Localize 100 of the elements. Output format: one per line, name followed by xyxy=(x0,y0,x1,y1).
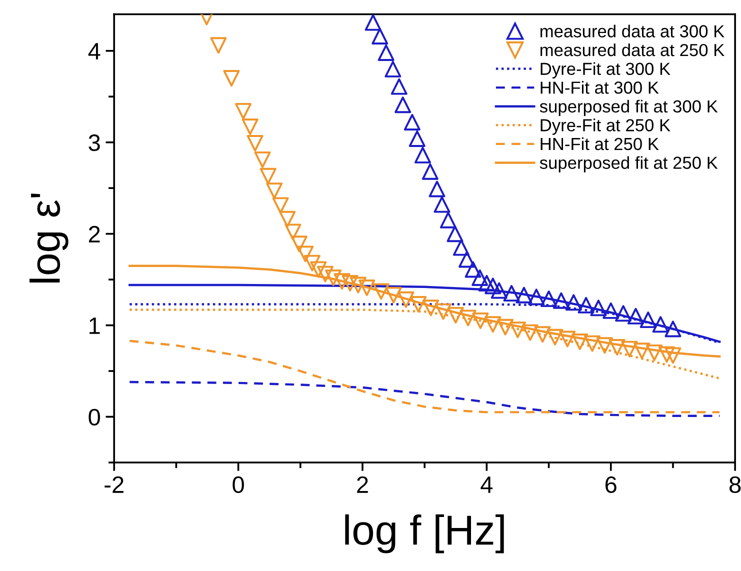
point xyxy=(509,322,526,338)
x-tick-label: 8 xyxy=(730,476,741,494)
point xyxy=(664,320,682,338)
point xyxy=(464,261,482,278)
y-tick-label: 4 xyxy=(88,43,100,60)
point xyxy=(434,196,450,213)
point xyxy=(210,37,227,54)
point xyxy=(404,114,420,130)
point xyxy=(422,300,440,316)
point xyxy=(522,324,538,341)
point xyxy=(394,96,412,114)
point xyxy=(658,346,676,363)
point xyxy=(428,180,446,198)
point xyxy=(254,151,271,168)
point xyxy=(572,334,588,350)
point xyxy=(627,308,644,324)
point xyxy=(372,28,388,44)
legend-label: Dyre-Fit at 250 K xyxy=(540,118,670,135)
point xyxy=(615,305,632,322)
point xyxy=(458,251,476,268)
y-tick-label: 3 xyxy=(88,134,100,152)
legend-label: superposed fit at 250 K xyxy=(540,156,718,172)
point xyxy=(652,316,669,333)
point xyxy=(503,285,520,302)
point xyxy=(385,286,402,304)
point xyxy=(284,224,302,240)
y-tick-label: 1 xyxy=(90,318,100,334)
x-tick-label: 6 xyxy=(606,476,616,494)
point xyxy=(310,261,327,278)
point xyxy=(342,274,358,292)
x-tick-label: 4 xyxy=(480,476,493,493)
point xyxy=(350,276,366,294)
y-tick-label: 0 xyxy=(88,408,100,426)
point xyxy=(304,254,320,272)
point xyxy=(664,347,682,364)
point xyxy=(490,282,508,299)
point xyxy=(422,163,438,180)
point xyxy=(460,310,476,326)
point xyxy=(316,266,334,282)
point xyxy=(358,280,376,296)
point xyxy=(279,210,296,228)
point xyxy=(266,182,283,200)
point xyxy=(334,273,350,290)
point xyxy=(472,312,489,329)
line-series xyxy=(128,340,721,414)
line-series xyxy=(128,380,721,417)
point xyxy=(608,338,626,356)
point xyxy=(440,212,456,228)
point xyxy=(578,296,594,314)
legend-label: measured data at 300 K xyxy=(540,24,724,38)
point xyxy=(478,274,495,292)
point xyxy=(260,168,276,184)
point xyxy=(447,306,464,324)
point xyxy=(540,290,558,308)
point xyxy=(398,291,414,308)
point xyxy=(414,146,431,164)
point xyxy=(384,60,402,78)
y-axis-title: log ε' xyxy=(30,194,68,282)
point xyxy=(472,269,488,286)
point xyxy=(497,318,514,336)
point xyxy=(235,102,252,120)
point xyxy=(646,344,663,361)
point xyxy=(378,44,394,61)
point xyxy=(246,135,264,152)
point xyxy=(640,312,656,328)
legend-label: measured data at 250 K xyxy=(540,43,724,56)
point xyxy=(596,337,613,354)
point xyxy=(528,288,545,306)
point xyxy=(634,342,650,360)
point xyxy=(297,246,314,262)
point xyxy=(325,269,342,286)
legend-label: superposed fit at 300 K xyxy=(540,100,718,116)
x-tick-label: 2 xyxy=(357,476,368,493)
point xyxy=(242,118,258,136)
point xyxy=(410,296,427,313)
x-axis-title: log f [Hz] xyxy=(345,514,504,554)
point xyxy=(534,326,551,343)
point xyxy=(565,294,582,311)
point xyxy=(272,197,289,214)
legend-label: Dyre-Fit at 300 K xyxy=(540,62,670,78)
point xyxy=(372,283,390,300)
point xyxy=(552,292,570,309)
point xyxy=(559,330,576,348)
x-tick-label: 0 xyxy=(232,476,244,494)
point xyxy=(590,300,607,316)
legend-label: HN-Fit at 300 K xyxy=(540,81,659,94)
legend-label: HN-Fit at 250 K xyxy=(540,137,659,150)
point xyxy=(364,14,382,31)
point xyxy=(484,316,502,333)
point xyxy=(546,328,564,346)
point xyxy=(584,335,601,352)
y-tick-label: 2 xyxy=(88,226,100,242)
point xyxy=(452,239,470,256)
point xyxy=(390,78,408,95)
point xyxy=(602,302,620,319)
point xyxy=(484,278,502,294)
point xyxy=(446,226,464,242)
point xyxy=(223,70,240,87)
point xyxy=(621,340,638,358)
point xyxy=(516,286,532,304)
